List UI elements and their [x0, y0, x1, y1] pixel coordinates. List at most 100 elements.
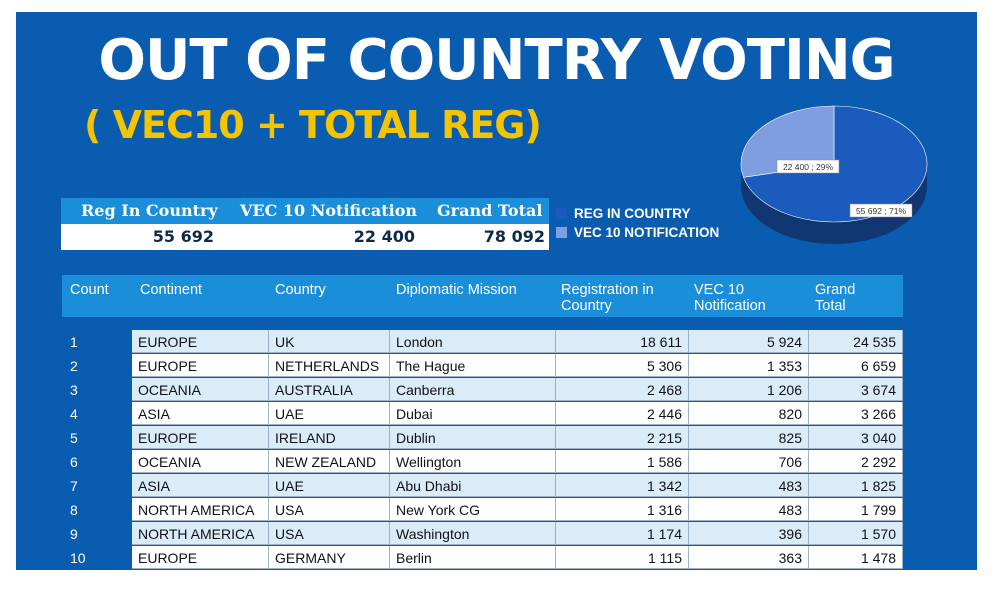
cell-country: USA — [269, 522, 390, 545]
cell-continent: EUROPE — [132, 330, 269, 353]
cell-mission-text: Berlin — [396, 550, 432, 566]
cell-country-text: GERMANY — [275, 550, 346, 566]
cell-registration-text: 1 174 — [646, 526, 682, 542]
cell-vec10: 363 — [689, 546, 809, 569]
cell-count-text: 2 — [70, 358, 78, 374]
cell-mission-text: New York CG — [396, 502, 481, 518]
cell-registration: 1 586 — [556, 450, 689, 473]
pie-data-label: 22 400 ; 29% — [776, 159, 840, 174]
cell-mission-text: Dubai — [396, 406, 433, 422]
cell-registration-text: 1 586 — [646, 454, 682, 470]
cell-vec10-text: 706 — [778, 454, 802, 470]
cell-grand-total-text: 24 535 — [853, 334, 896, 350]
cell-grand-total: 1 825 — [809, 474, 903, 497]
table-row: 4 ASIA UAE Dubai 2 446 820 3 266 — [62, 402, 903, 426]
cell-grand-total: 1 799 — [809, 498, 903, 521]
cell-vec10-text: 5 924 — [766, 334, 802, 350]
cell-count-text: 6 — [70, 454, 78, 470]
pie-data-label-text: 22 400 ; 29% — [783, 162, 834, 172]
cell-vec10: 396 — [689, 522, 809, 545]
cell-continent-text: OCEANIA — [138, 382, 202, 398]
cell-continent: EUROPE — [132, 354, 269, 377]
cell-count: 5 — [62, 426, 132, 450]
cell-count: 1 — [62, 330, 132, 354]
cell-continent: ASIA — [132, 474, 269, 497]
col-header-country: Country — [275, 282, 326, 298]
cell-mission: Dubai — [390, 402, 556, 425]
cell-registration: 18 611 — [556, 330, 689, 353]
cell-registration: 5 306 — [556, 354, 689, 377]
cell-grand-total-text: 1 570 — [860, 526, 896, 542]
cell-grand-total: 2 292 — [809, 450, 903, 473]
pie-data-label-text: 55 692 ; 71% — [856, 206, 907, 216]
cell-vec10-text: 483 — [778, 478, 802, 494]
cell-mission-text: Canberra — [396, 382, 455, 398]
cell-registration-text: 2 215 — [646, 430, 682, 446]
cell-grand-total: 1 570 — [809, 522, 903, 545]
table-row: 2 EUROPE NETHERLANDS The Hague 5 306 1 353 6 6… — [62, 354, 903, 378]
cell-grand-total-text: 1 799 — [860, 502, 896, 518]
cell-country: USA — [269, 498, 390, 521]
cell-continent-text: EUROPE — [138, 430, 198, 446]
summary-header-grand-total: Grand Total — [437, 201, 543, 220]
cell-registration-text: 1 342 — [646, 478, 682, 494]
cell-vec10: 706 — [689, 450, 809, 473]
summary-value-grand-total: 78 092 — [483, 227, 545, 246]
cell-continent-text: NORTH AMERICA — [138, 526, 255, 542]
table-row: 5 EUROPE IRELAND Dublin 2 215 825 3 040 — [62, 426, 903, 450]
legend-swatch-reg-in-country — [556, 208, 567, 219]
cell-registration-text: 1 316 — [646, 502, 682, 518]
cell-grand-total: 24 535 — [809, 330, 903, 353]
cell-registration: 1 316 — [556, 498, 689, 521]
summary-value-vec10: 22 400 — [353, 227, 415, 246]
cell-count-text: 9 — [70, 526, 78, 542]
pie-side-wall — [741, 164, 927, 244]
cell-continent: NORTH AMERICA — [132, 498, 269, 521]
cell-continent: EUROPE — [132, 546, 269, 569]
cell-continent-text: OCEANIA — [138, 454, 202, 470]
cell-mission: The Hague — [390, 354, 556, 377]
cell-vec10-text: 825 — [778, 430, 802, 446]
cell-count-text: 10 — [70, 550, 86, 566]
cell-grand-total-text: 6 659 — [860, 358, 896, 374]
cell-mission-text: Wellington — [396, 454, 462, 470]
table-row: 7 ASIA UAE Abu Dhabi 1 342 483 1 825 — [62, 474, 903, 498]
summary-header-row: Reg In Country VEC 10 Notification Grand… — [61, 198, 549, 224]
cell-continent: EUROPE — [132, 426, 269, 449]
cell-country-text: USA — [275, 526, 304, 542]
col-header-continent: Continent — [140, 282, 203, 298]
cell-country-text: AUSTRALIA — [275, 382, 353, 398]
cell-country: IRELAND — [269, 426, 390, 449]
cell-count: 10 — [62, 546, 132, 570]
cell-registration: 1 115 — [556, 546, 689, 569]
cell-continent: NORTH AMERICA — [132, 522, 269, 545]
cell-country: UK — [269, 330, 390, 353]
col-header-count: Count — [70, 282, 109, 298]
cell-grand-total: 3 040 — [809, 426, 903, 449]
page-title: OUT OF COUNTRY VOTING — [98, 28, 895, 93]
legend-label-reg-in-country: REG IN COUNTRY — [574, 206, 691, 221]
table-row: 1 EUROPE UK London 18 611 5 924 24 535 — [62, 330, 903, 354]
cell-grand-total: 6 659 — [809, 354, 903, 377]
cell-vec10: 820 — [689, 402, 809, 425]
table-header-row: Count Continent Country Diplomatic Missi… — [62, 275, 903, 317]
pie-chart: 55 692 ; 71% 22 400 ; 29% — [740, 105, 928, 244]
cell-continent-text: EUROPE — [138, 550, 198, 566]
cell-continent-text: EUROPE — [138, 334, 198, 350]
col-header-grand-total: Grand Total — [815, 282, 856, 314]
cell-count-text: 5 — [70, 430, 78, 446]
cell-grand-total-text: 2 292 — [860, 454, 896, 470]
cell-registration: 1 342 — [556, 474, 689, 497]
cell-grand-total: 3 674 — [809, 378, 903, 401]
cell-country: AUSTRALIA — [269, 378, 390, 401]
cell-country-text: USA — [275, 502, 304, 518]
cell-continent: OCEANIA — [132, 378, 269, 401]
cell-continent: OCEANIA — [132, 450, 269, 473]
cell-grand-total-text: 3 040 — [860, 430, 896, 446]
cell-country: GERMANY — [269, 546, 390, 569]
cell-country: NEW ZEALAND — [269, 450, 390, 473]
cell-country: UAE — [269, 474, 390, 497]
cell-continent: ASIA — [132, 402, 269, 425]
cell-vec10-text: 820 — [778, 406, 802, 422]
table-row: 6 OCEANIA NEW ZEALAND Wellington 1 586 706 2 2… — [62, 450, 903, 474]
